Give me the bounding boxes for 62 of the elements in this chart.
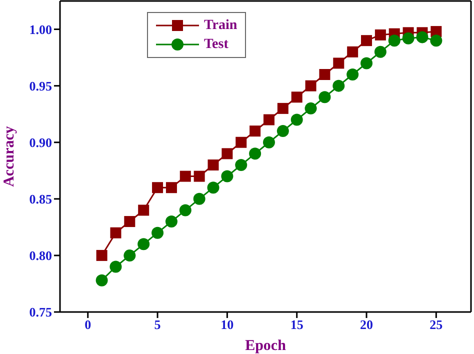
x-tick-label: 10 [220,317,234,332]
x-tick-label: 5 [154,317,162,332]
point [110,227,122,238]
point [124,216,136,228]
y-tick-label: 0.85 [29,192,52,207]
legend-label: Train [204,17,238,35]
x-tick-label: 15 [290,317,304,332]
point [208,159,219,170]
point [277,102,288,114]
point [346,68,359,81]
point [305,80,316,92]
x-tick-label: 20 [360,317,374,332]
point [263,114,274,126]
y-axis-title: Accuracy [1,126,18,187]
point [96,274,108,286]
point [236,136,247,148]
point [304,102,317,114]
x-tick-label: 0 [84,317,92,332]
y-tick-label: 0.90 [29,134,52,150]
point [374,29,386,40]
x-axis-title: Epoch [245,338,287,354]
point [291,92,302,103]
point [193,192,206,205]
point [290,114,303,126]
point [333,58,344,69]
point [318,91,331,104]
point [124,249,136,262]
point [416,31,428,44]
point [152,226,164,239]
point [360,57,373,70]
y-tick-label: 1.00 [29,22,52,37]
point [207,182,220,194]
point [388,34,400,47]
point [138,204,150,216]
point [180,170,191,182]
point [110,260,122,273]
point [430,34,442,47]
y-tick-label: 0.80 [29,248,52,264]
point [179,204,192,216]
point [222,148,233,160]
y-tick-label: 0.75 [29,304,52,320]
point [96,250,108,261]
point [235,158,248,171]
point [262,136,275,148]
point [402,32,414,44]
point [165,216,178,228]
point [276,125,289,138]
point [347,46,358,58]
point [374,46,386,58]
point [249,148,262,160]
point [138,238,150,250]
point [250,126,261,137]
y-tick-label: 0.95 [29,78,52,94]
point [361,35,372,46]
point [221,170,234,182]
point [166,182,177,194]
point [194,170,205,182]
point [319,69,330,80]
x-tick-label: 25 [430,317,444,332]
legend-label: Test [204,36,228,54]
point [332,80,345,92]
point [152,182,164,194]
